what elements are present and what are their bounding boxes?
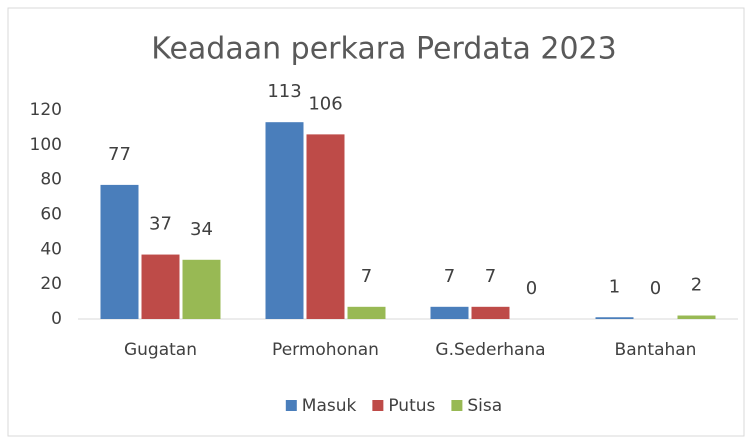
legend-label: Masuk xyxy=(302,396,357,416)
bar xyxy=(306,134,345,319)
data-label: 34 xyxy=(190,219,213,240)
data-label: 77 xyxy=(108,144,131,165)
bar xyxy=(182,259,221,319)
bar xyxy=(430,306,469,319)
y-tick-label: 0 xyxy=(51,309,62,329)
y-tick-label: 40 xyxy=(40,239,62,259)
y-tick-label: 20 xyxy=(40,274,62,294)
bar xyxy=(595,317,634,319)
data-label: 0 xyxy=(526,278,537,299)
y-tick-label: 120 xyxy=(30,100,62,120)
bar xyxy=(347,306,386,319)
y-tick-label: 80 xyxy=(40,170,62,190)
bar xyxy=(677,315,716,319)
x-tick-label: Gugatan xyxy=(124,340,197,360)
data-label: 7 xyxy=(444,266,455,287)
data-label: 37 xyxy=(149,214,172,235)
legend-label: Sisa xyxy=(467,396,502,416)
data-label: 106 xyxy=(308,93,342,114)
legend-swatch xyxy=(372,400,384,411)
bar xyxy=(265,122,304,319)
data-label: 7 xyxy=(361,266,372,287)
y-tick-label: 100 xyxy=(30,135,62,155)
x-tick-label: Permohonan xyxy=(272,340,379,360)
bar xyxy=(471,306,510,319)
data-label: 113 xyxy=(267,81,301,102)
legend-swatch xyxy=(451,400,463,411)
x-tick-label: G.Sederhana xyxy=(435,340,545,360)
x-tick-label: Bantahan xyxy=(615,340,697,360)
data-label: 7 xyxy=(485,266,496,287)
data-label: 1 xyxy=(609,276,620,297)
chart-title: Keadaan perkara Perdata 2023 xyxy=(151,32,616,67)
bar xyxy=(100,184,139,319)
data-label: 0 xyxy=(650,278,661,299)
bar xyxy=(141,254,180,319)
legend-swatch xyxy=(285,400,297,411)
y-tick-label: 60 xyxy=(40,205,62,225)
legend-label: Putus xyxy=(388,396,435,416)
data-label: 2 xyxy=(691,275,702,296)
